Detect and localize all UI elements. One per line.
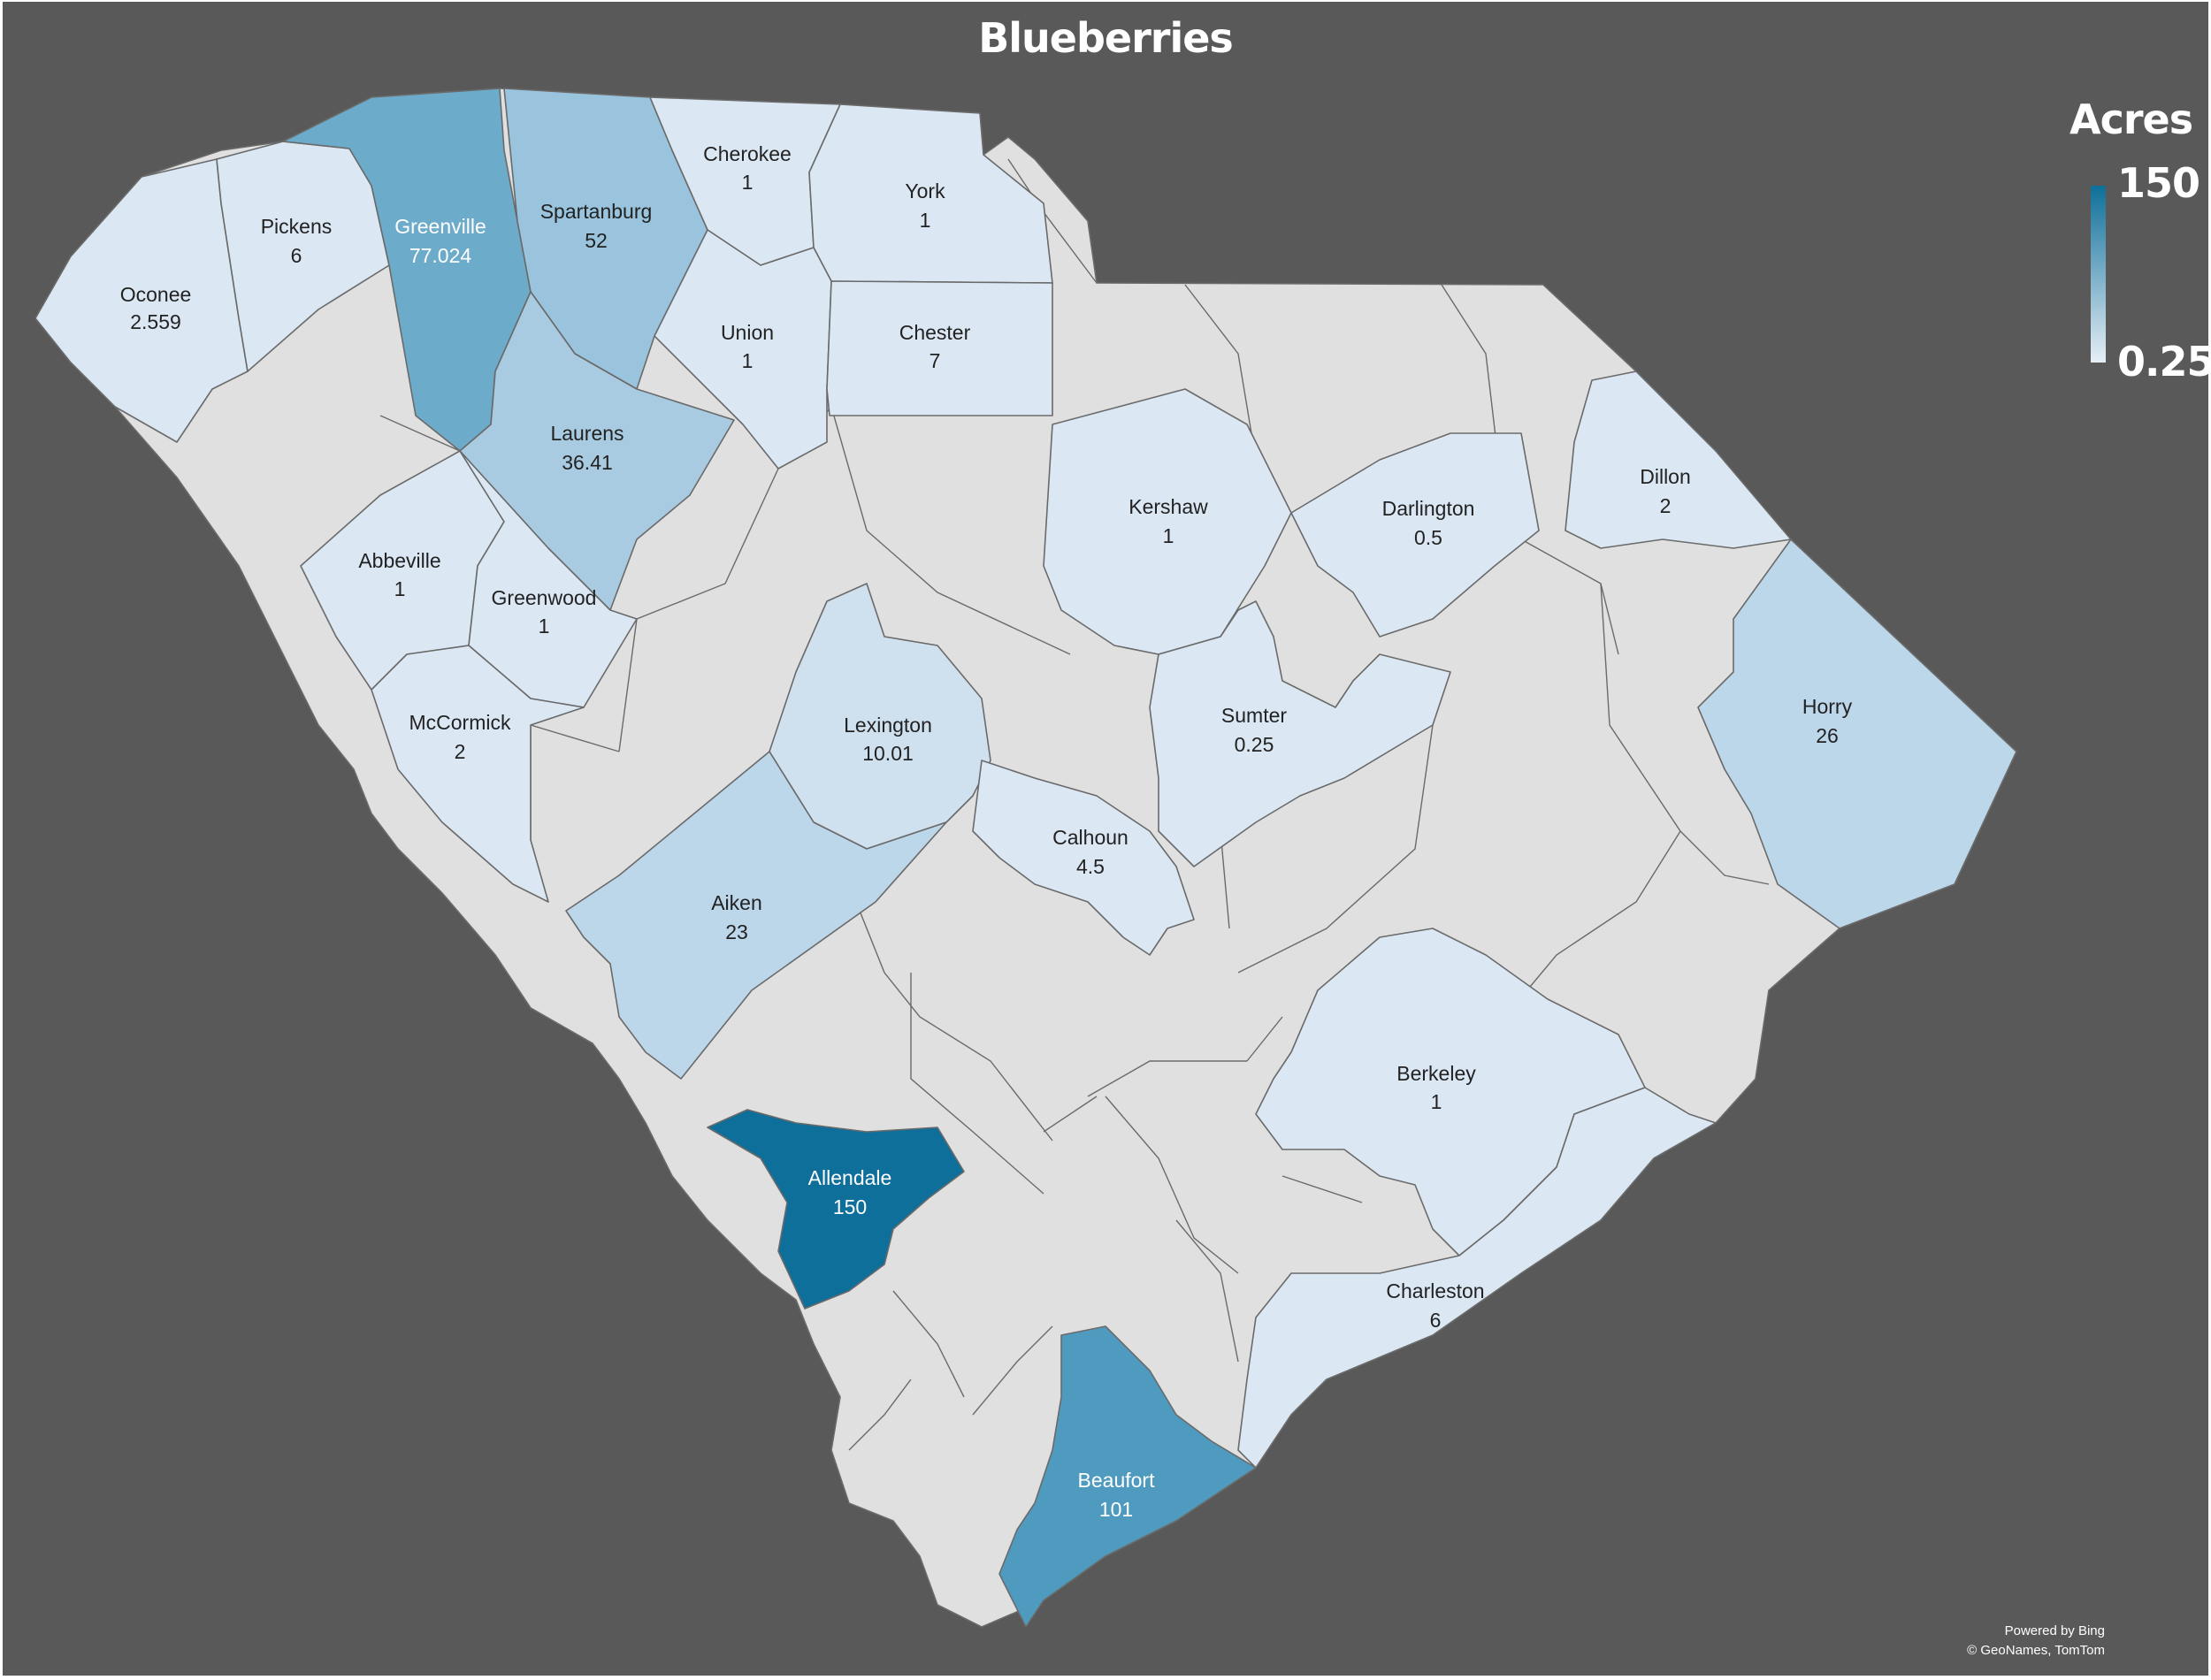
credit-attribution: © GeoNames, TomTom [1967,1643,2105,1658]
label-beaufort-name: Beaufort [1078,1469,1156,1492]
label-lexington-name: Lexington [844,714,932,737]
county-calhoun[interactable] [972,760,1195,956]
label-allendale-value: 150 [833,1195,867,1218]
label-berkeley-value: 1 [1431,1090,1442,1113]
label-greenville-value: 77.024 [409,244,472,267]
county-mccormick[interactable] [371,645,585,903]
county-aiken[interactable] [565,751,947,1080]
label-abbeville-value: 1 [394,577,406,600]
label-greenwood-name: Greenwood [492,586,597,609]
label-union-name: Union [721,321,774,344]
county-charleston[interactable] [1237,1087,1717,1469]
label-york-value: 1 [920,209,931,232]
label-greenville-name: Greenville [394,215,486,238]
label-spartanburg-name: Spartanburg [540,200,653,223]
label-calhoun-name: Calhoun [1052,826,1128,849]
county-labels: Oconee 2.559 Pickens 6 Greenville 77.024… [120,142,1853,1521]
label-union-value: 1 [742,349,754,372]
label-darlington-value: 0.5 [1414,526,1442,549]
label-darlington-name: Darlington [1382,497,1475,520]
label-charleston-name: Charleston [1386,1279,1484,1302]
label-dillon-name: Dillon [1640,465,1691,488]
county-dillon[interactable] [1565,370,1792,549]
legend-color-scale [2091,186,2106,363]
label-aiken-name: Aiken [711,891,762,914]
label-dillon-value: 2 [1660,494,1672,517]
county-darlington[interactable] [1290,432,1540,638]
label-laurens-name: Laurens [550,422,624,445]
label-charleston-value: 6 [1430,1309,1442,1332]
county-horry[interactable] [1697,538,2017,929]
label-abbeville-name: Abbeville [358,549,440,572]
label-lexington-value: 10.01 [862,742,914,765]
label-mccormick-name: McCormick [409,711,511,734]
label-oconee-name: Oconee [120,283,192,306]
legend-min-label: 0.25 [2117,338,2211,386]
label-pickens-name: Pickens [261,215,333,238]
legend-max-label: 150 [2117,159,2200,207]
label-oconee-value: 2.559 [130,310,181,333]
map-title: Blueberries [978,14,1234,62]
label-beaufort-value: 101 [1099,1498,1133,1521]
label-greenwood-value: 1 [539,615,550,638]
label-horry-name: Horry [1802,695,1853,718]
county-beaufort[interactable] [998,1325,1257,1628]
label-chester-value: 7 [930,349,941,372]
label-berkeley-name: Berkeley [1396,1062,1476,1085]
label-kershaw-name: Kershaw [1128,495,1208,518]
label-spartanburg-value: 52 [585,229,608,252]
label-sumter-name: Sumter [1221,704,1287,727]
label-pickens-value: 6 [291,244,302,267]
legend-title: Acres [2069,95,2193,143]
label-aiken-value: 23 [725,920,748,943]
county-union[interactable] [654,229,832,470]
credit-powered-by: Powered by Bing [2004,1623,2105,1638]
label-sumter-value: 0.25 [1235,733,1274,756]
label-allendale-name: Allendale [808,1166,892,1189]
label-york-name: York [905,179,945,202]
label-horry-value: 26 [1816,724,1839,747]
county-chester[interactable] [826,280,1053,416]
county-sumter[interactable] [1149,600,1451,867]
county-allendale[interactable] [707,1109,965,1310]
label-kershaw-value: 1 [1163,524,1174,547]
label-mccormick-value: 2 [455,740,466,763]
label-cherokee-name: Cherokee [703,142,792,165]
label-calhoun-value: 4.5 [1076,855,1105,878]
label-laurens-value: 36.41 [562,451,613,474]
county-laurens[interactable] [459,291,735,611]
label-cherokee-value: 1 [742,171,754,194]
counties-layer [34,88,2017,1628]
label-chester-name: Chester [899,321,971,344]
